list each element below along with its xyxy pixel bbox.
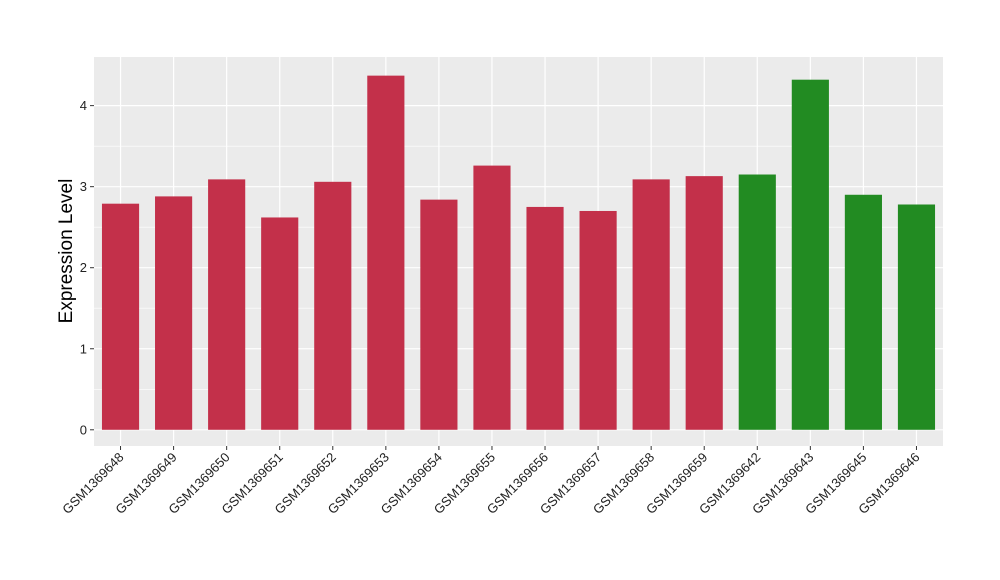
- y-tick-label: 4: [80, 98, 87, 113]
- bar-GSM1369653: [367, 75, 405, 430]
- bar-GSM1369645: [844, 194, 882, 430]
- y-tick-label: 2: [80, 260, 87, 275]
- y-axis-title: Expression Level: [56, 179, 77, 324]
- bar-GSM1369650: [208, 179, 246, 430]
- y-tick-label: 1: [80, 341, 87, 356]
- y-tick-label: 0: [80, 422, 87, 437]
- bar-GSM1369659: [685, 176, 723, 430]
- bar-GSM1369654: [420, 199, 458, 430]
- bar-GSM1369652: [314, 181, 352, 430]
- bar-GSM1369657: [579, 210, 617, 430]
- x-axis: GSM1369648GSM1369649GSM1369650GSM1369651…: [59, 446, 923, 517]
- bar-GSM1369649: [155, 196, 193, 430]
- bar-GSM1369651: [261, 217, 299, 430]
- bar-GSM1369646: [897, 204, 936, 430]
- bar-GSM1369643: [791, 79, 829, 430]
- bar-GSM1369656: [526, 206, 564, 430]
- y-axis: 0 1 2 3 4: [80, 98, 94, 437]
- bar-GSM1369655: [473, 165, 511, 430]
- y-tick-label: 3: [80, 179, 87, 194]
- bars: [101, 75, 936, 430]
- bar-GSM1369658: [632, 179, 670, 430]
- bar-GSM1369642: [738, 174, 776, 430]
- bar-GSM1369648: [101, 203, 140, 430]
